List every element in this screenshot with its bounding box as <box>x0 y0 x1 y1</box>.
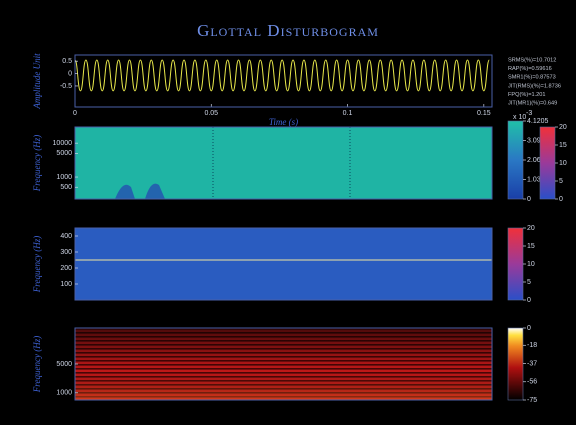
colorbar-label: 20 <box>527 225 535 232</box>
colorbar-label: 5 <box>559 178 563 185</box>
colorbar-label: -18 <box>527 342 537 349</box>
y-tick-label: 500 <box>60 184 72 191</box>
y-tick-label: 1000 <box>56 174 72 181</box>
x-tick-label: 0 <box>73 110 77 117</box>
colorbar-label: 0 <box>527 297 531 304</box>
page: {"chart_data": [ {"type": "line", "title… <box>0 0 576 425</box>
x-tick-label: 0.15 <box>477 110 491 117</box>
colorbar-label: 15 <box>559 142 567 149</box>
stat: JIT(MR1)(%)=0.649 <box>508 100 557 106</box>
y-tick-label: 400 <box>60 233 72 240</box>
x-axis-label: Time (s) <box>269 117 298 127</box>
stat: JIT(RMS)(%)=1.8736 <box>508 83 561 89</box>
colorbar-label: 5 <box>527 279 531 286</box>
colorbar-label: 20 <box>559 124 567 131</box>
colorbar-exponent: -3 <box>526 110 532 117</box>
heatmap <box>75 228 492 300</box>
colorbar-label: -75 <box>527 397 537 404</box>
y-tick-label: 5000 <box>56 150 72 157</box>
y-axis-label: Frequency (Hz) <box>32 135 42 192</box>
colorbar-label: 0 <box>559 196 563 203</box>
y-tick-label: 1000 <box>56 390 72 397</box>
y-tick-label: 5000 <box>56 361 72 368</box>
stat: SMR1(%)=0.87573 <box>508 75 556 81</box>
chart-title: Glottal Disturbogram <box>197 21 379 40</box>
heatmap <box>75 127 492 199</box>
colorbar-label: 4.1205 <box>527 118 549 125</box>
y-tick-label: 0 <box>68 70 72 77</box>
y-axis-label: Frequency (Hz) <box>32 236 42 293</box>
colorbar-label: 0 <box>527 196 531 203</box>
colorbar-label: 10 <box>559 160 567 167</box>
colorbar <box>540 127 555 199</box>
y-axis-label: Amplitude Unit <box>32 53 42 110</box>
y-tick-label: 100 <box>60 281 72 288</box>
stat: FPQ(%)=1.201 <box>508 92 545 98</box>
chart: Glottal Disturbogram 0 0.05 0.1 0.15 Time (s… <box>0 0 576 425</box>
y-tick-label: -0.5 <box>60 83 72 90</box>
colorbar-label: 15 <box>527 243 535 250</box>
y-tick-label: 200 <box>60 265 72 272</box>
heatmap-shade <box>75 328 492 400</box>
y-axis-label: Frequency (Hz) <box>32 336 42 393</box>
stat: SRMS(%)=10.7012 <box>508 57 556 63</box>
colorbar <box>508 228 523 300</box>
colorbar-label: 10 <box>527 261 535 268</box>
colorbar <box>508 121 523 199</box>
stat: RAP(%)=0.59616 <box>508 66 552 72</box>
colorbar-label: -37 <box>527 360 537 367</box>
colorbar-label: -56 <box>527 379 537 386</box>
y-tick-label: 300 <box>60 249 72 256</box>
y-tick-label: 0.5 <box>62 58 72 65</box>
x-tick-label: 0.1 <box>343 110 353 117</box>
y-tick-label: 10000 <box>53 140 73 147</box>
colorbar-label: 0 <box>527 325 531 332</box>
colorbar-multiplier: x 10 <box>513 114 526 121</box>
x-tick-label: 0.05 <box>204 110 218 117</box>
colorbar <box>508 328 523 400</box>
